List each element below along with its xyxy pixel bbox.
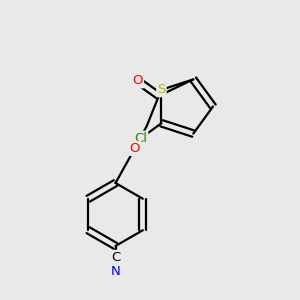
Text: N: N: [111, 265, 120, 278]
Text: O: O: [130, 142, 140, 155]
Text: O: O: [133, 74, 143, 87]
Text: S: S: [157, 83, 166, 96]
Text: C: C: [111, 251, 120, 264]
Text: Cl: Cl: [134, 132, 147, 145]
